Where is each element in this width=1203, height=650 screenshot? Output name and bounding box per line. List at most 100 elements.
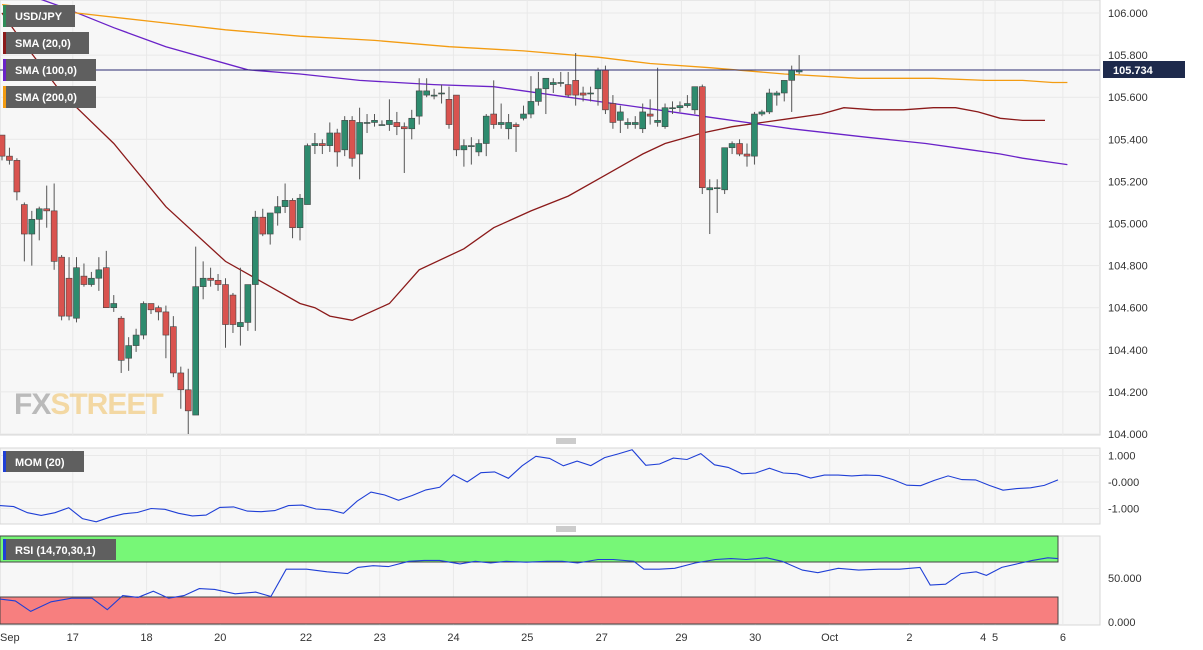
candle-body — [43, 208, 51, 212]
rsi-line — [0, 557, 1059, 613]
legend-sma200[interactable]: SMA (200,0) — [3, 86, 96, 108]
candle-body — [319, 143, 326, 146]
x-tick-label: 5 — [992, 632, 998, 644]
legend-mom[interactable]: MOM (20) — [3, 451, 84, 472]
candle — [728, 141, 736, 155]
rsi-tick-label: 0.000 — [1108, 617, 1136, 629]
candle — [237, 267, 244, 346]
candle-body — [579, 92, 587, 96]
candle — [266, 212, 274, 245]
candle — [21, 202, 28, 262]
candle-body — [691, 86, 699, 111]
candle-body — [192, 286, 199, 416]
candle — [259, 208, 267, 237]
candle-body — [326, 132, 334, 146]
x-tick-label: 17 — [67, 632, 79, 644]
candle-body — [155, 307, 162, 313]
price-tick-label: 105.200 — [1108, 176, 1148, 188]
candle — [482, 114, 490, 157]
candle-body — [177, 372, 185, 391]
candle-body — [624, 122, 632, 125]
candle — [88, 271, 95, 287]
x-tick-label: 22 — [300, 632, 312, 644]
candle — [654, 67, 661, 127]
candle-body — [58, 256, 65, 317]
candle-body — [572, 80, 579, 96]
candle — [296, 194, 304, 241]
candle — [624, 118, 632, 129]
rsi-bands — [0, 535, 1059, 625]
candle — [13, 158, 21, 201]
candle-body — [170, 326, 177, 374]
candle-body — [289, 200, 296, 229]
candle — [58, 255, 65, 321]
legend-rsi[interactable]: RSI (14,70,30,1) — [3, 539, 116, 560]
price-tick-label: 105.600 — [1108, 92, 1148, 104]
candle — [669, 101, 676, 115]
candle — [132, 328, 140, 352]
panel-splitter-rsi[interactable] — [556, 526, 576, 532]
candle — [780, 80, 788, 102]
price-tick-label: 104.400 — [1108, 345, 1148, 357]
candle — [445, 86, 453, 129]
candle-body — [527, 101, 535, 115]
x-tick-label: 6 — [1060, 632, 1066, 644]
candle-body — [557, 82, 565, 84]
candle — [363, 114, 371, 133]
candle-body — [110, 303, 118, 308]
candle-body — [184, 389, 192, 412]
x-tick-label: 25 — [521, 632, 533, 644]
candle-body — [400, 126, 408, 130]
candle-body — [549, 82, 557, 85]
candle-body — [140, 303, 147, 336]
legend-sma100[interactable]: SMA (100,0) — [3, 59, 96, 81]
candle — [766, 88, 773, 115]
candle — [244, 284, 252, 331]
candle-body — [117, 317, 125, 361]
candle — [229, 292, 237, 333]
candle — [639, 103, 647, 133]
candle-body — [304, 145, 311, 205]
mom-line — [0, 449, 1059, 523]
candle-body — [535, 88, 542, 102]
legend-usdjpy[interactable]: USD/JPY — [3, 5, 75, 27]
candle-body — [244, 284, 252, 323]
candle — [646, 99, 654, 125]
svg-text:SMA (20,0): SMA (20,0) — [15, 38, 71, 50]
candle-body — [646, 113, 654, 117]
candle — [393, 111, 401, 136]
panel-splitter-mom[interactable] — [556, 438, 576, 444]
candle-body — [341, 120, 349, 151]
candle — [497, 103, 505, 129]
candle — [527, 76, 535, 119]
candle-body — [363, 122, 371, 124]
sma-line — [1, 12, 1045, 321]
price-tick-label: 104.200 — [1108, 387, 1148, 399]
candle — [35, 206, 43, 241]
candle — [222, 278, 229, 348]
legend-sma20[interactable]: SMA (20,0) — [3, 32, 89, 54]
candle-body — [408, 117, 416, 130]
candle — [371, 114, 378, 127]
candle — [475, 139, 483, 157]
candle-body — [684, 103, 691, 106]
candle-body — [103, 267, 110, 308]
candle-body — [88, 277, 95, 285]
candle — [542, 77, 550, 115]
candle-body — [371, 120, 378, 123]
mom-tick-label: 1.000 — [1108, 451, 1136, 463]
candle — [281, 183, 289, 213]
candle-body — [0, 134, 6, 157]
candle — [110, 295, 118, 312]
candle-body — [639, 111, 647, 130]
candle-body — [728, 143, 736, 149]
candle — [304, 143, 311, 205]
candle-body — [430, 94, 438, 97]
candle — [207, 267, 214, 287]
candle-body — [13, 160, 21, 193]
candle-body — [28, 218, 36, 235]
svg-text:SMA (200,0): SMA (200,0) — [15, 92, 77, 104]
candle — [117, 316, 125, 373]
candle-body — [587, 92, 594, 95]
